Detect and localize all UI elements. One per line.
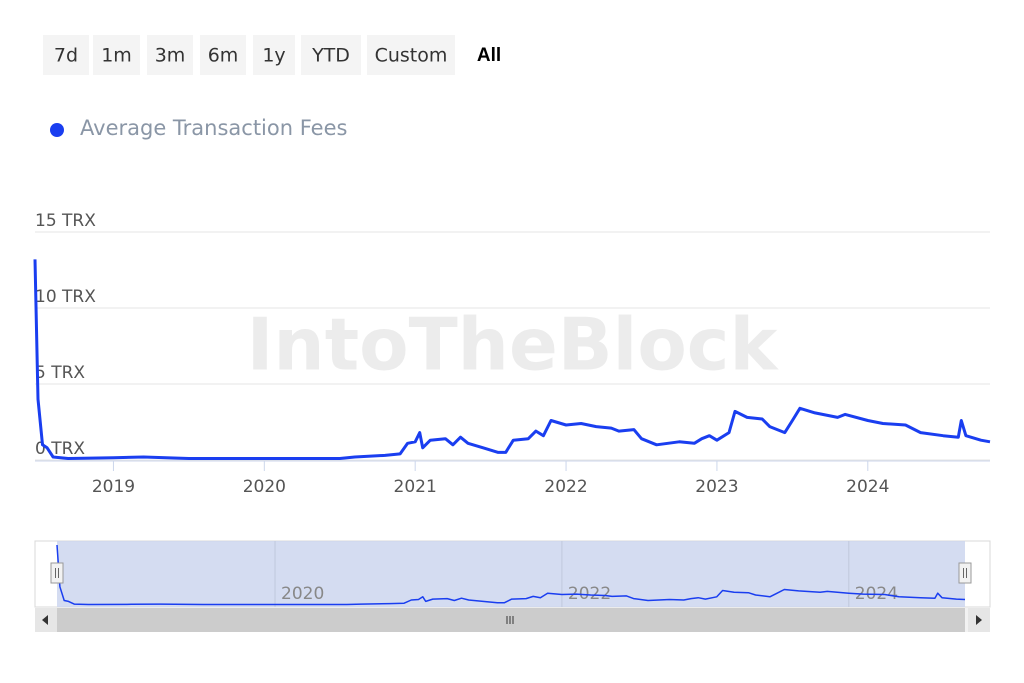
range-button[interactable]	[301, 35, 361, 75]
x-tick-label: 2022	[544, 477, 587, 497]
range-button[interactable]	[43, 35, 89, 75]
range-button-label[interactable]: 1m	[101, 45, 132, 67]
scrollbar	[35, 562, 990, 632]
range-button-label[interactable]: 6m	[208, 45, 239, 67]
plot-area: 0 TRX 5 TRX 10 TRX 15 TRX 2019 2020 2021 2022 20…	[33, 211, 991, 497]
series-line	[33, 259, 991, 460]
navigator-handle-left[interactable]	[50, 562, 64, 584]
range-button-label[interactable]: All	[477, 45, 501, 66]
watermark: IntoTheBlock	[247, 303, 780, 387]
x-tick-label: 2024	[846, 477, 889, 497]
range-button-label[interactable]: 1y	[262, 45, 285, 67]
y-tick-label: 10 TRX	[35, 287, 96, 307]
scrollbar-grip	[506, 616, 514, 624]
navigator: 2020 2022 2024	[34, 540, 991, 608]
legend-label[interactable]: Average Transaction Fees	[80, 116, 347, 140]
range-button[interactable]	[253, 35, 295, 75]
x-tick-label: 2023	[695, 477, 738, 497]
navigator-tick-label: 2022	[568, 584, 611, 604]
x-tick-label: 2021	[394, 477, 437, 497]
x-tick-label: 2019	[92, 477, 135, 497]
arrow-right	[976, 615, 982, 625]
range-selector: 7d 1m 3m 6m 1y YTD Custom All	[43, 35, 501, 75]
x-tick-label: 2020	[243, 477, 286, 497]
y-tick-label: 0 TRX	[35, 439, 85, 459]
arrow-left	[42, 615, 48, 625]
range-button-label[interactable]: 3m	[155, 45, 186, 67]
series-line	[56, 544, 966, 606]
navigator-handle-right[interactable]	[958, 562, 972, 584]
range-button[interactable]	[93, 35, 140, 75]
y-tick-label: 15 TRX	[35, 211, 96, 231]
y-tick-label: 5 TRX	[35, 363, 85, 383]
navigator-mask	[57, 541, 965, 607]
range-button-label[interactable]: Custom	[375, 45, 448, 67]
range-button[interactable]	[200, 35, 246, 75]
range-button-label[interactable]: 7d	[54, 45, 78, 67]
range-button[interactable]	[367, 35, 455, 75]
range-button[interactable]	[147, 35, 193, 75]
legend-marker	[50, 123, 64, 137]
navigator-tick-label: 2020	[281, 584, 324, 604]
range-button-label[interactable]: YTD	[311, 45, 350, 67]
scrollbar-thumb[interactable]	[57, 608, 965, 632]
